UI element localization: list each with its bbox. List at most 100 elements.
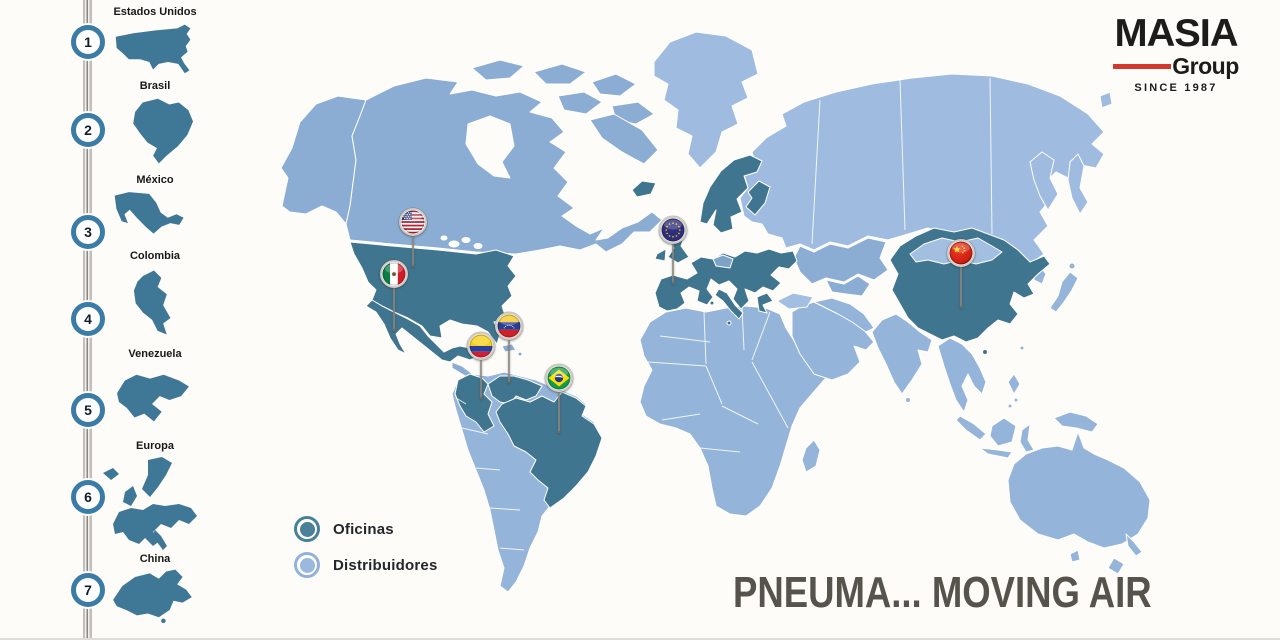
offices-legend-label: Oficinas <box>333 520 394 538</box>
step-badge-1: 1 <box>71 25 105 59</box>
italy-shape <box>714 288 744 320</box>
distributors-legend-label: Distribuidores <box>333 556 438 574</box>
continent-north-america <box>280 31 759 389</box>
south-america-borders <box>455 397 525 551</box>
logo-red-bar <box>1113 64 1172 69</box>
sulawesi-shape <box>1019 423 1035 453</box>
step-number: 2 <box>84 122 92 138</box>
step-badge-7: 7 <box>71 573 105 607</box>
colombia-silhouette-icon <box>133 270 171 335</box>
arctic-island <box>471 59 525 81</box>
sidebar-label-brasil: Brasil <box>139 80 171 92</box>
caribbean-island <box>517 351 523 357</box>
stans-shape <box>825 275 871 297</box>
iceland-shape <box>631 180 657 198</box>
sardinia-shape <box>709 300 715 306</box>
great-lakes <box>440 235 483 249</box>
sidebar-label-estados-unidos: Estados Unidos <box>113 6 197 18</box>
finland-shape <box>745 180 771 216</box>
africa-shape <box>639 305 835 517</box>
iran-shape <box>813 297 875 333</box>
step-badge-3: 3 <box>71 215 105 249</box>
step-number: 1 <box>84 34 92 50</box>
europe-mainland-shape <box>654 248 798 312</box>
arctic-island <box>591 73 637 97</box>
marker-china[interactable] <box>944 237 978 311</box>
greece-shape <box>756 292 774 314</box>
marker-mexico[interactable] <box>377 258 411 334</box>
logo-group-text: Group <box>1172 53 1239 79</box>
new-zealand-north-shape <box>1125 533 1143 557</box>
australia-shape <box>1007 431 1151 549</box>
scandinavia-shape <box>699 154 763 234</box>
masia-group-logo: MASIA Group SINCE 1987 <box>1104 14 1248 94</box>
step-number: 6 <box>84 489 92 505</box>
step-number: 4 <box>84 311 92 327</box>
tagline: PNEUMA... MOVING AIR <box>733 568 1152 617</box>
sidebar-label-mexico: México <box>136 174 174 186</box>
marker-colombia[interactable] <box>464 330 498 402</box>
sumatra-shape <box>955 415 987 441</box>
new-guinea-shape <box>1053 411 1099 433</box>
step-number: 7 <box>84 582 92 598</box>
central-asia-shape <box>793 237 889 285</box>
sidebar-label-europa: Europa <box>136 440 174 452</box>
africa-borders <box>647 306 789 453</box>
colombia-flag-pin-icon <box>469 334 493 358</box>
brazil-flag-pin-icon <box>547 366 571 390</box>
venezuela-flag-pin-icon <box>497 314 521 338</box>
tasmania-shape <box>1069 549 1081 563</box>
new-zealand-south-shape <box>1107 557 1125 575</box>
step-number: 3 <box>84 224 92 240</box>
usa-flag-pin-icon <box>401 210 425 234</box>
step-badge-4: 4 <box>71 302 105 336</box>
marker-brazil[interactable] <box>542 362 576 436</box>
step-badge-6: 6 <box>71 480 105 514</box>
logo-since-text: SINCE 1987 <box>1134 82 1218 94</box>
russia-borders <box>811 77 993 245</box>
canada-shape <box>345 77 663 255</box>
legend-row-distributors: Distribuidores <box>294 552 437 578</box>
colombia-shape <box>454 373 495 433</box>
continent-asia <box>739 73 1113 459</box>
madagascar-shape <box>801 439 821 473</box>
arctic-island <box>557 91 603 115</box>
europe-flag-pin-icon <box>661 218 685 242</box>
sidebar-label-china: China <box>139 553 171 565</box>
legend-row-offices: Oficinas <box>294 516 437 542</box>
china-flag-pin-icon <box>949 241 973 265</box>
marker-venezuela[interactable] <box>492 310 526 386</box>
java-shape <box>979 447 1013 459</box>
mexico-flag-pin-icon <box>382 262 406 286</box>
borneo-shape <box>989 417 1017 447</box>
chukotka-shape <box>1099 91 1113 109</box>
sidebar-label-colombia: Colombia <box>129 250 181 262</box>
turkey-shape <box>776 292 814 310</box>
greenland-shape <box>653 31 759 169</box>
sidebar-label-venezuela: Venezuela <box>128 348 182 360</box>
offices-legend-icon <box>294 516 320 542</box>
poland-shape <box>712 254 734 269</box>
sri-lanka-shape <box>905 397 911 403</box>
marker-europe[interactable] <box>656 214 690 287</box>
europa-silhouette-icon <box>103 457 197 550</box>
mexico-silhouette-icon <box>114 192 184 234</box>
venezuela-shape <box>487 375 543 405</box>
philippine-island <box>1013 397 1019 403</box>
venezuela-silhouette-icon <box>117 374 189 422</box>
sakhalin-shape <box>1067 153 1089 215</box>
step-number: 5 <box>84 402 92 418</box>
japan-shape <box>1049 271 1079 313</box>
china-silhouette-icon <box>113 569 192 624</box>
arctic-island <box>533 63 587 85</box>
bottom-edge-line <box>0 638 1280 640</box>
kamchatka-shape <box>1029 151 1059 211</box>
brazil-silhouette-icon <box>133 98 194 164</box>
taiwan-shape <box>1019 345 1025 351</box>
marker-usa[interactable] <box>396 206 430 270</box>
ireland-shape <box>654 248 667 262</box>
step-badge-2: 2 <box>71 113 105 147</box>
logo-brand-text: MASIA <box>1114 12 1238 55</box>
